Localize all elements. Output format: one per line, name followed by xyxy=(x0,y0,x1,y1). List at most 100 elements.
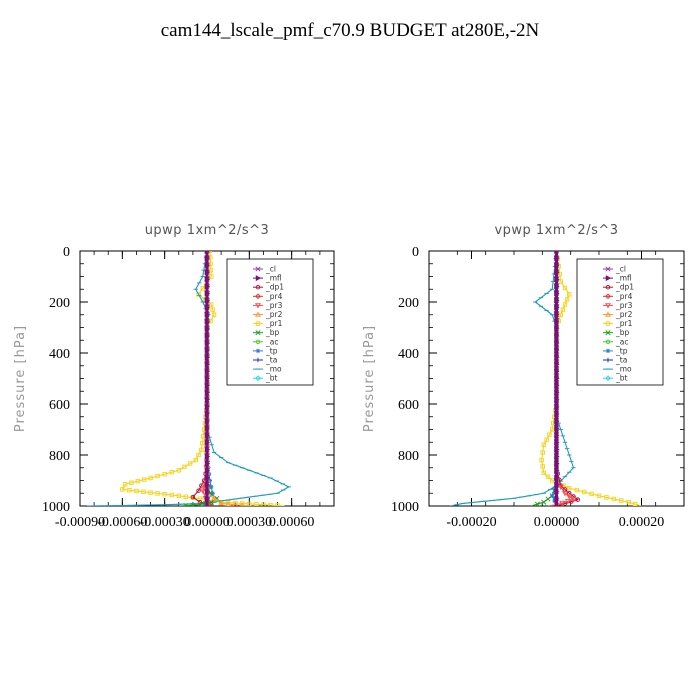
series-marker-mfl xyxy=(554,488,560,495)
series-marker-pr1 xyxy=(254,502,259,506)
legend-marker xyxy=(605,339,611,345)
legend-label: _pr2 xyxy=(615,310,633,319)
series-marker-pr1 xyxy=(268,502,273,506)
y-tick-label: 1000 xyxy=(391,500,419,515)
series-marker-mfl xyxy=(204,425,211,432)
legend-label: _bp xyxy=(615,328,630,337)
series-marker-dp1 xyxy=(190,494,196,500)
legend-marker xyxy=(255,275,262,282)
x-tick-label: -0.00090 xyxy=(55,515,105,530)
series-marker-pr1 xyxy=(135,478,141,484)
x-tick-label: 0.00000 xyxy=(534,515,580,530)
legend-marker xyxy=(605,357,611,363)
legend-marker xyxy=(605,330,611,336)
series-marker-mfl xyxy=(554,495,560,502)
series-line-pr1 xyxy=(541,251,642,506)
legend-marker xyxy=(255,375,261,382)
series-marker-mfl xyxy=(554,297,560,304)
y-tick-label: 0 xyxy=(63,245,70,260)
legend-marker xyxy=(605,275,612,282)
series-marker-mfl xyxy=(204,347,211,354)
series-marker-pr1 xyxy=(155,491,160,496)
series-marker-pr1 xyxy=(541,442,546,448)
series-marker-pr1 xyxy=(261,502,266,506)
legend-marker xyxy=(605,284,611,290)
series-marker-tp xyxy=(209,484,214,490)
series-marker-mfl xyxy=(554,389,560,396)
series-marker-pr1 xyxy=(196,292,201,297)
series-marker-pr1 xyxy=(176,493,181,499)
series-marker-pr1 xyxy=(619,498,624,503)
legend-label: _pr2 xyxy=(265,310,283,319)
legend-label: _pr1 xyxy=(265,319,283,328)
series-marker-pr2 xyxy=(218,500,225,506)
series-marker-pr1 xyxy=(562,302,568,307)
series-marker-mfl xyxy=(554,262,560,269)
series-marker-pr1 xyxy=(162,471,167,477)
legend-marker xyxy=(605,348,611,354)
legend-label: _ta xyxy=(615,356,627,365)
y-tick-label: 600 xyxy=(49,398,70,413)
series-marker-pr3 xyxy=(206,501,213,506)
series-marker-mfl xyxy=(204,375,211,382)
legend-label: _mfl xyxy=(265,274,282,283)
series-marker-pr1 xyxy=(182,464,187,470)
series-marker-pr1 xyxy=(141,477,147,482)
series-marker-mfl xyxy=(204,488,211,495)
series-marker-mfl xyxy=(554,311,560,318)
series-marker-mfl xyxy=(204,410,211,417)
series-marker-mfl xyxy=(554,474,560,481)
series-marker-bp xyxy=(183,503,189,506)
y-tick-label: 200 xyxy=(398,296,419,311)
y-axis-label: Pressure [hPa] xyxy=(13,325,28,432)
series-marker-mfl xyxy=(204,340,211,347)
series-marker-mfl xyxy=(204,446,211,453)
series-marker-mfl xyxy=(204,255,211,262)
x-tick-label: 0.00030 xyxy=(227,515,273,530)
legend-marker xyxy=(255,321,261,326)
series-marker-mfl xyxy=(554,290,560,297)
legend-label: _bt xyxy=(615,374,628,383)
legend-marker xyxy=(255,293,261,300)
series-marker-pr1 xyxy=(275,503,280,506)
series-marker-mfl xyxy=(204,297,211,304)
legend-label: _mfl xyxy=(615,274,632,283)
legend-marker xyxy=(255,303,261,309)
series-marker-mfl xyxy=(554,283,560,290)
series-marker-mfl xyxy=(204,439,211,446)
series-marker-mfl xyxy=(554,403,560,410)
series-marker-bp xyxy=(190,502,196,506)
series-marker-mfl xyxy=(554,425,560,432)
legend-marker xyxy=(605,303,611,309)
page-title: cam144_lscale_pmf_c70.9 BUDGET at280E,-2… xyxy=(160,20,540,41)
y-tick-label: 0 xyxy=(412,245,419,260)
series-marker-mfl xyxy=(554,269,560,276)
legend-label: _bp xyxy=(265,328,280,337)
x-tick-label: 0.00000 xyxy=(184,515,230,530)
y-tick-label: 400 xyxy=(398,347,419,362)
series-marker-pr2 xyxy=(232,501,238,506)
series-marker-pr1 xyxy=(574,487,579,493)
series-marker-mfl xyxy=(554,410,560,417)
series-marker-mfl xyxy=(554,347,560,354)
series-marker-mfl xyxy=(204,453,211,460)
series-marker-pr1 xyxy=(545,474,551,479)
series-marker-bp xyxy=(208,499,214,505)
legend-marker xyxy=(255,348,261,354)
series-marker-pr1 xyxy=(209,302,214,307)
series-marker-mfl xyxy=(554,467,560,474)
series-marker-pr1 xyxy=(187,461,193,466)
legend-marker xyxy=(605,293,611,300)
series-marker-pr1 xyxy=(611,496,617,502)
x-tick-label: -0.00030 xyxy=(140,515,190,530)
series-marker-mfl xyxy=(554,276,560,283)
series-marker-pr1 xyxy=(604,495,609,500)
series-marker-tp xyxy=(550,493,555,498)
series-marker-mfl xyxy=(554,361,560,368)
series-marker-pr1 xyxy=(122,482,128,487)
series-marker-pr1 xyxy=(539,457,544,463)
series-marker-mfl xyxy=(204,269,211,276)
series-marker-mfl xyxy=(204,467,211,474)
x-tick-label: -0.00020 xyxy=(446,515,496,530)
